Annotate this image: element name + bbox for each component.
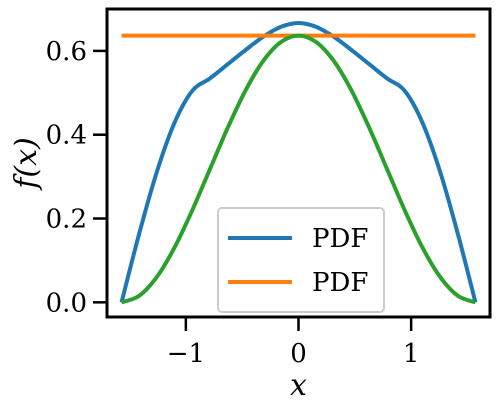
x-tick-label: 0 (290, 339, 307, 369)
legend-label-2: PDF (312, 268, 368, 298)
x-tick-label: 1 (403, 339, 420, 369)
x-axis-title: x (290, 368, 307, 403)
plot-lines (119, 20, 478, 305)
y-axis-title: f(x) (9, 137, 44, 190)
series-line-3 (120, 33, 477, 305)
legend-box (217, 207, 385, 313)
axes: −1 0 1 0.0 0.2 0.4 0.6 x f(x) (9, 7, 492, 403)
legend: PDF PDF (217, 207, 385, 313)
y-tick-label: 0.2 (46, 205, 87, 235)
y-tick-label: 0.6 (46, 37, 87, 67)
series-line-1 (119, 20, 478, 303)
y-tick-label: 0.4 (46, 121, 87, 151)
y-tick-label: 0.0 (46, 288, 87, 318)
x-tick-label: −1 (167, 339, 205, 369)
legend-label-1: PDF (312, 224, 368, 254)
